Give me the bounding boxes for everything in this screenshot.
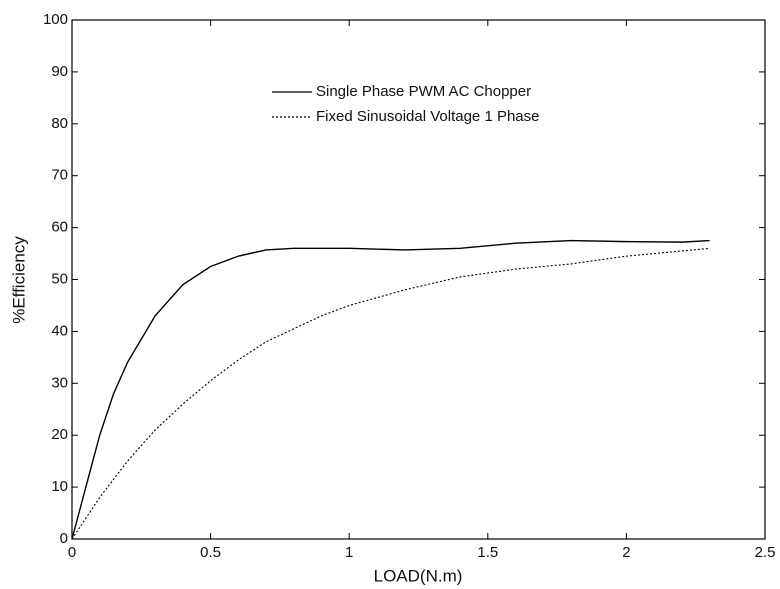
y-tick-label: 60 [51, 219, 68, 236]
y-tick-label: 100 [43, 11, 68, 28]
data-line [72, 241, 710, 539]
y-tick-label: 90 [51, 63, 68, 80]
x-tick-label: 0.5 [200, 544, 221, 561]
legend-label: Single Phase PWM AC Chopper [316, 83, 531, 100]
data-line [72, 248, 710, 539]
y-tick-label: 80 [51, 115, 68, 132]
x-axis-label: LOAD(N.m) [374, 566, 463, 585]
y-tick-label: 20 [51, 426, 68, 443]
x-tick-label: 2 [622, 544, 630, 561]
y-tick-label: 40 [51, 322, 68, 339]
y-tick-label: 70 [51, 167, 68, 184]
y-axis-label: %Efficiency [9, 236, 28, 324]
legend-label: Fixed Sinusoidal Voltage 1 Phase [316, 108, 539, 125]
x-tick-label: 0 [68, 544, 76, 561]
chart: LOAD(N.m) %Efficiency 0 0.5 1 1.5 2 2.5 0 10 20 3… [0, 0, 780, 589]
y-tick-label: 30 [51, 374, 68, 391]
y-tick-label: 50 [51, 270, 68, 287]
x-tick-label: 2.5 [755, 544, 776, 561]
x-tick-label: 1.5 [477, 544, 498, 561]
x-tick-label: 1 [345, 544, 353, 561]
y-tick-label: 0 [60, 530, 68, 547]
y-tick-label: 10 [51, 478, 68, 495]
